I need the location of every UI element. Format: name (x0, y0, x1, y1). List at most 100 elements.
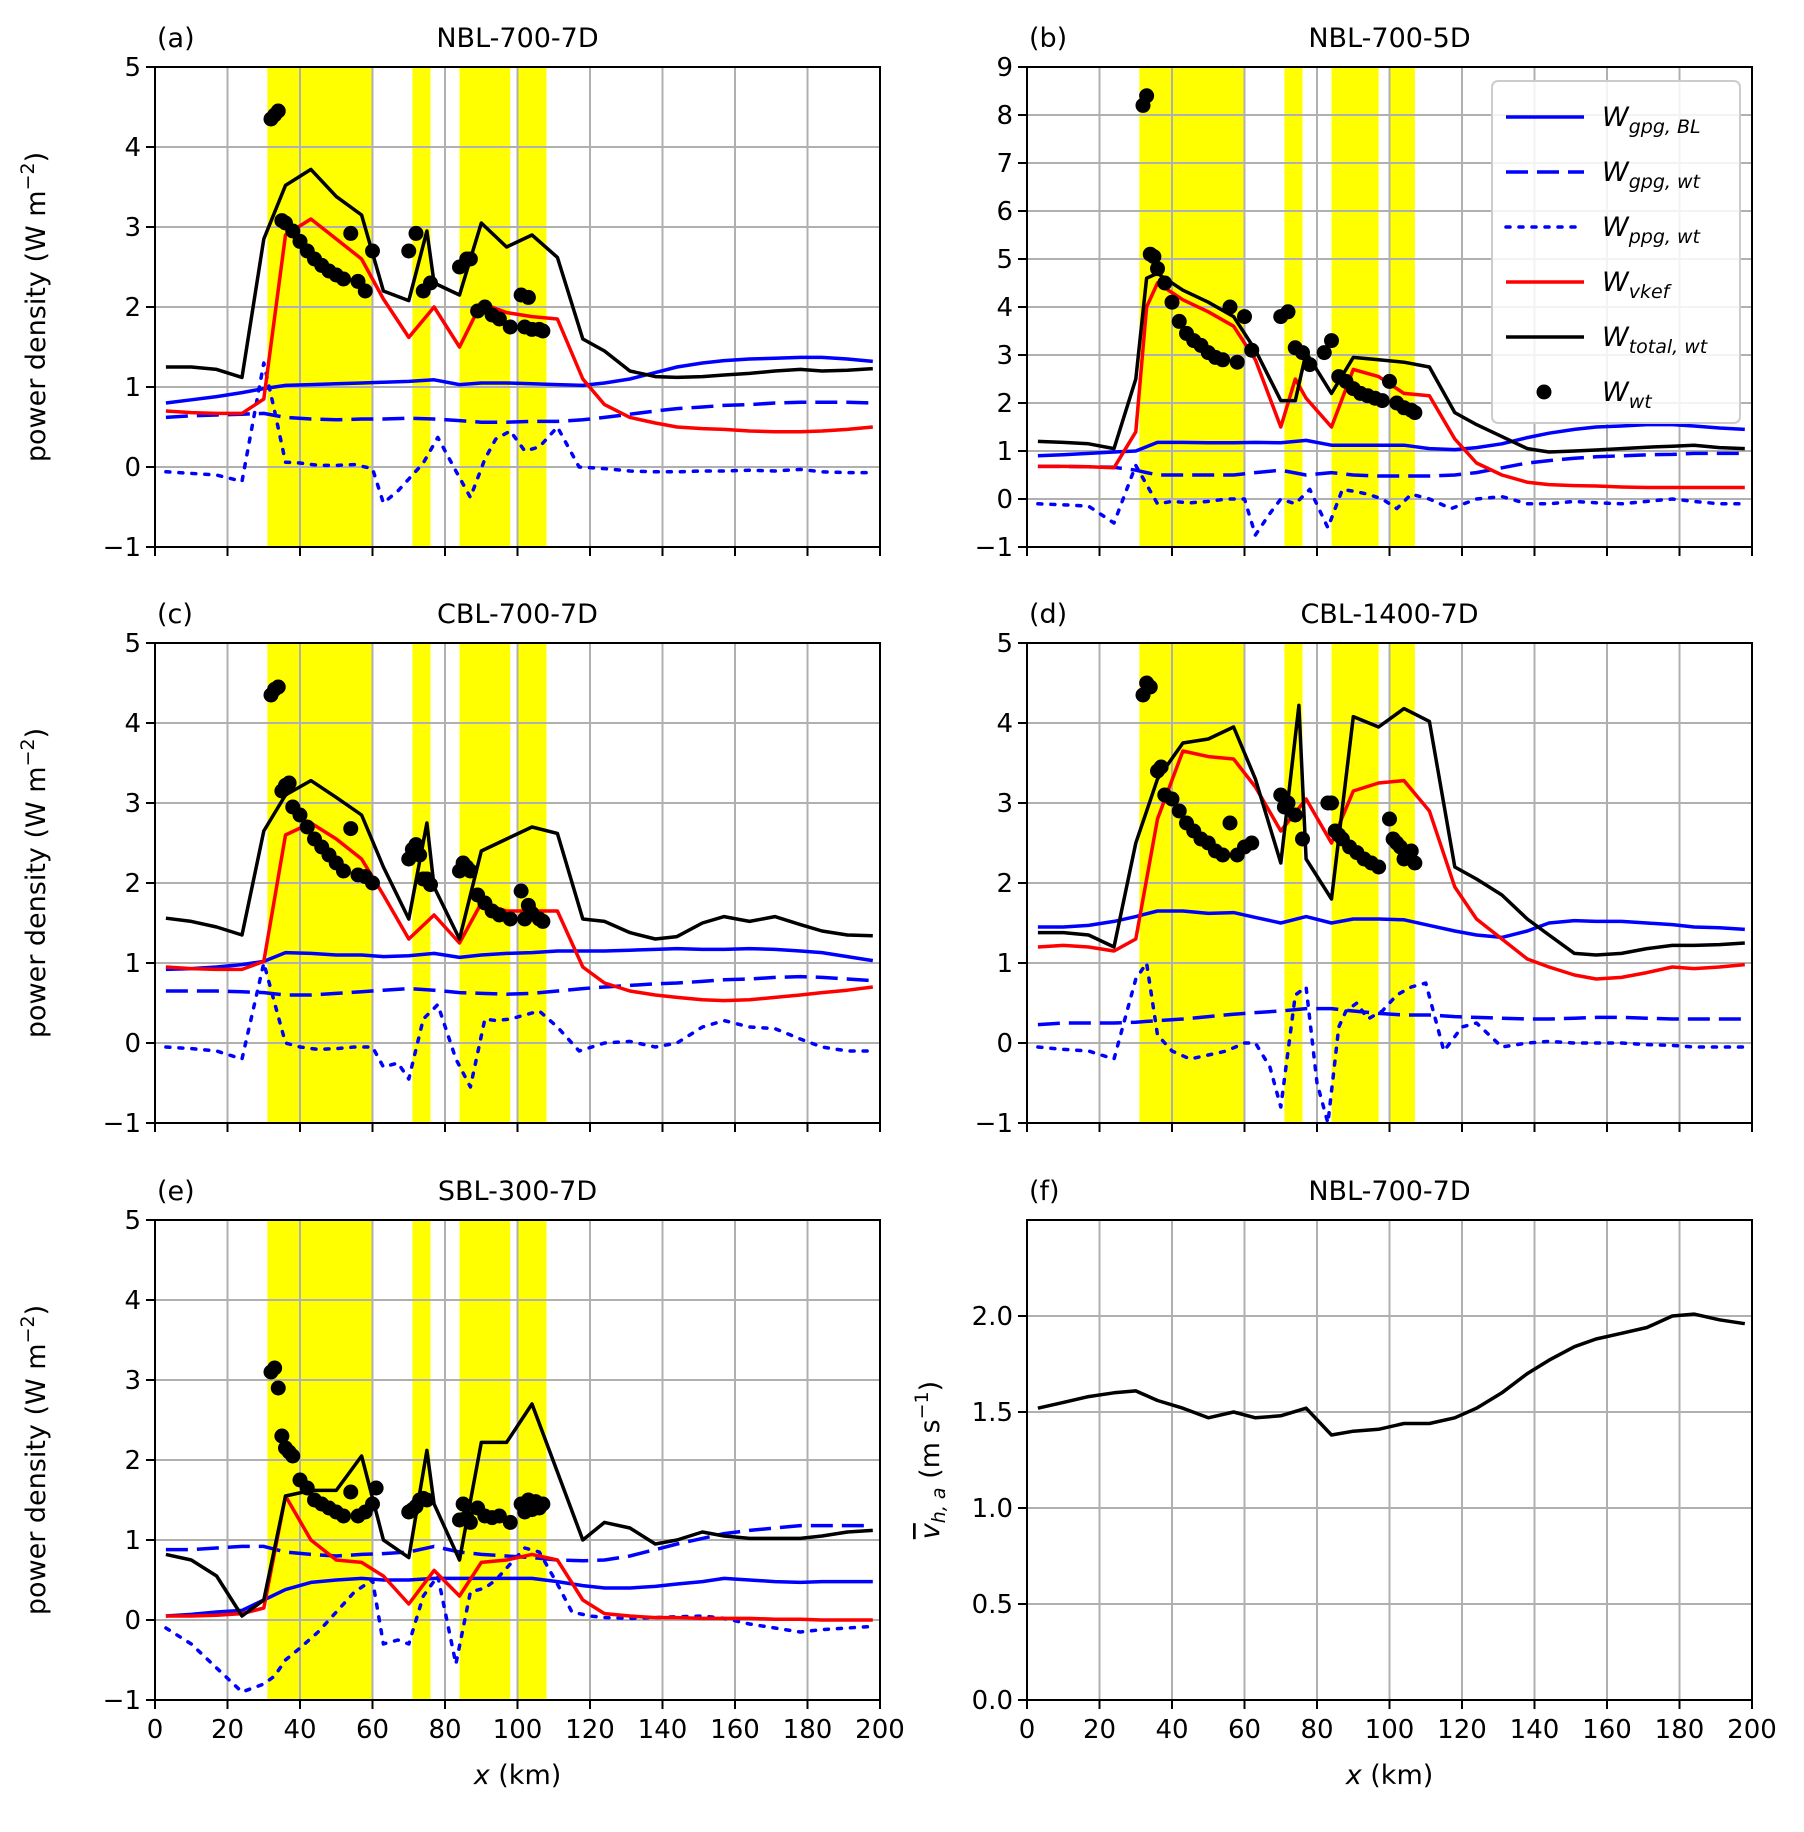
data-point-wwt (1287, 807, 1303, 823)
x-tick-label: 160 (1582, 1715, 1632, 1745)
panel-tag: (e) (157, 1176, 195, 1207)
panel-title: NBL-700-7D (436, 23, 598, 54)
panel-a: −1 0 1 2 3 4 5 (a) NBL-700-7D power density (W m−… (17, 23, 881, 563)
y-tick-label: 3 (124, 213, 141, 243)
plot-area (1036, 675, 1747, 1123)
legend-item-wgpg_bl: Wgpg, BL (1506, 102, 1701, 138)
legend-label: Wgpg, wt (1602, 157, 1702, 193)
x-tick-label: 140 (1510, 1715, 1560, 1745)
x-tick-label: 140 (638, 1715, 688, 1745)
data-point-wwt (1146, 249, 1162, 265)
panel-tag: (d) (1029, 599, 1067, 630)
data-point-wwt (336, 1508, 351, 1524)
y-tick-label: 2.0 (972, 1302, 1013, 1332)
y-tick-label: 4 (124, 133, 141, 163)
legend-label: Wwt (1602, 377, 1653, 413)
data-point-wwt (491, 1508, 507, 1524)
series-line-vha (1037, 1312, 1746, 1437)
data-point-wwt (343, 821, 359, 837)
x-tick-label: 120 (565, 1715, 615, 1745)
data-point-wwt (502, 1514, 518, 1530)
y-tick-label: 1 (124, 949, 141, 979)
y-tick-label: 0 (124, 453, 141, 483)
data-point-wwt (1316, 345, 1332, 361)
panel-d: −1 0 1 2 3 4 5 (d) CBL-1400-7D (975, 599, 1753, 1139)
x-axis-label: x (km) (1345, 1760, 1434, 1791)
data-point-wwt (423, 877, 438, 893)
data-point-wwt (336, 271, 351, 287)
series-line-wvkef (1037, 281, 1745, 490)
data-point-wwt (502, 319, 518, 335)
y-tick-label: 0 (124, 1606, 141, 1636)
x-tick-label: 180 (1655, 1715, 1705, 1745)
data-point-wwt (1229, 354, 1245, 370)
data-point-wwt (462, 1514, 478, 1530)
panel-tag: (c) (157, 599, 193, 630)
data-point-wwt (1302, 357, 1318, 373)
data-point-wwt (343, 1484, 359, 1500)
y-tick-label: 1 (124, 1526, 141, 1556)
series-line-wgpg_wt (165, 400, 873, 424)
x-tick-label: 100 (493, 1715, 543, 1745)
y-tick-label: 8 (996, 101, 1013, 131)
y-tick-label: 6 (996, 197, 1013, 227)
y-tick-label: 3 (996, 789, 1013, 819)
data-point-wwt (270, 1380, 286, 1396)
y-tick-label: 2 (124, 1446, 141, 1476)
y-tick-label: 4 (124, 1286, 141, 1316)
panel-tag: (a) (157, 23, 195, 54)
data-point-wwt (357, 283, 373, 299)
series-line-wgpg_wt (1037, 1006, 1745, 1027)
series-line-wtotal_wt (1037, 271, 1745, 454)
data-point-wwt (292, 807, 308, 823)
x-tick-label: 60 (1228, 1715, 1261, 1745)
x-tick-label: 0 (147, 1715, 164, 1745)
x-tick-label: 160 (710, 1715, 760, 1745)
x-tick-label: 80 (428, 1715, 461, 1745)
panel-title: CBL-700-7D (437, 599, 598, 630)
y-tick-label: 5 (124, 53, 141, 83)
data-point-wwt (535, 323, 551, 339)
x-tick-label: 60 (356, 1715, 389, 1745)
plot-area (164, 1360, 875, 1694)
data-point-wwt (520, 289, 536, 305)
data-point-wwt (1222, 815, 1238, 831)
data-point-wwt (1237, 309, 1252, 325)
data-point-wwt (270, 679, 286, 695)
panel-title: NBL-700-5D (1308, 23, 1470, 54)
data-point-wwt (1280, 304, 1296, 320)
x-tick-label: 0 (1019, 1715, 1036, 1745)
data-point-wwt (535, 913, 551, 929)
y-tick-label: 1 (996, 437, 1013, 467)
y-tick-label: 1.0 (972, 1494, 1013, 1524)
y-axis-label: power density (W m−2) (17, 728, 52, 1038)
x-tick-label: 100 (1365, 1715, 1415, 1745)
data-point-wwt (1171, 313, 1187, 329)
y-tick-label: 5 (124, 1206, 141, 1236)
legend-marker (1536, 384, 1552, 400)
data-point-wwt (1157, 275, 1173, 291)
data-point-wwt (336, 863, 351, 879)
data-point-wwt (1280, 795, 1296, 811)
legend-item-wtotal_wt: Wtotal, wt (1506, 322, 1709, 358)
y-axis-label: vh, a (m s−1) (911, 1381, 950, 1539)
data-point-wwt (491, 311, 507, 327)
data-point-wwt (408, 225, 424, 241)
legend: Wgpg, BL Wgpg, wt Wppg, wt Wvkef Wtotal, wt W… (1491, 80, 1741, 424)
series-line-wtotal_wt (165, 167, 873, 380)
series-line-wppg_wt (1036, 463, 1747, 537)
legend-item-wwt: Wwt (1536, 377, 1653, 413)
data-point-wwt (1295, 345, 1310, 361)
data-point-wwt (401, 243, 417, 259)
data-point-wwt (502, 911, 518, 927)
y-tick-label: 0 (124, 1029, 141, 1059)
panel-title: CBL-1400-7D (1300, 599, 1478, 630)
series-line-wgpg_bl (1037, 422, 1745, 458)
series-line-wgpg_bl (165, 355, 873, 405)
panel-b: −1 0 1 2 3 4 5 6 7 8 9 (b) NBL-700-5D Wgpg, BL Wgpg, w… (975, 23, 1753, 563)
y-tick-label: 1 (124, 373, 141, 403)
legend-item-wgpg_wt: Wgpg, wt (1506, 157, 1702, 193)
panel-title: NBL-700-7D (1308, 1176, 1470, 1207)
legend-label: Wgpg, BL (1602, 102, 1701, 138)
